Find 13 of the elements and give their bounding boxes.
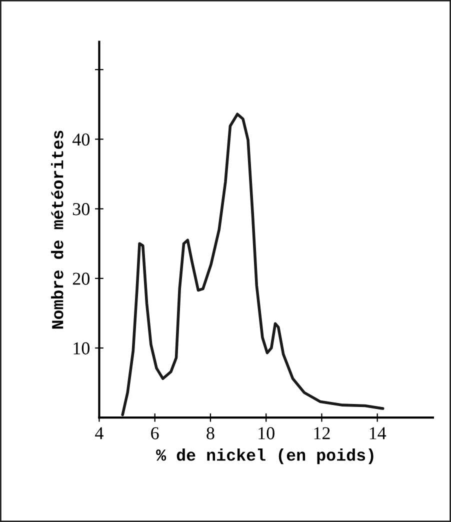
x-tick-label: 6: [151, 427, 159, 440]
y-tick-label: 10: [74, 342, 90, 354]
y-tick-label: 20: [72, 272, 90, 285]
x-axis-title: % de nickel (en poids): [156, 448, 374, 464]
x-tick-label: 12: [314, 427, 330, 440]
x-tick-label: 4: [95, 427, 104, 440]
line-series: [121, 112, 384, 416]
x-tick-label: 14: [370, 427, 386, 440]
y-tick-label: 40: [72, 133, 90, 146]
x-tick-label: 10: [258, 427, 274, 440]
y-tick-label: 30: [73, 203, 90, 216]
x-tick-label: 8: [206, 427, 214, 440]
y-axis-title: Nombre de météorites: [51, 130, 64, 329]
